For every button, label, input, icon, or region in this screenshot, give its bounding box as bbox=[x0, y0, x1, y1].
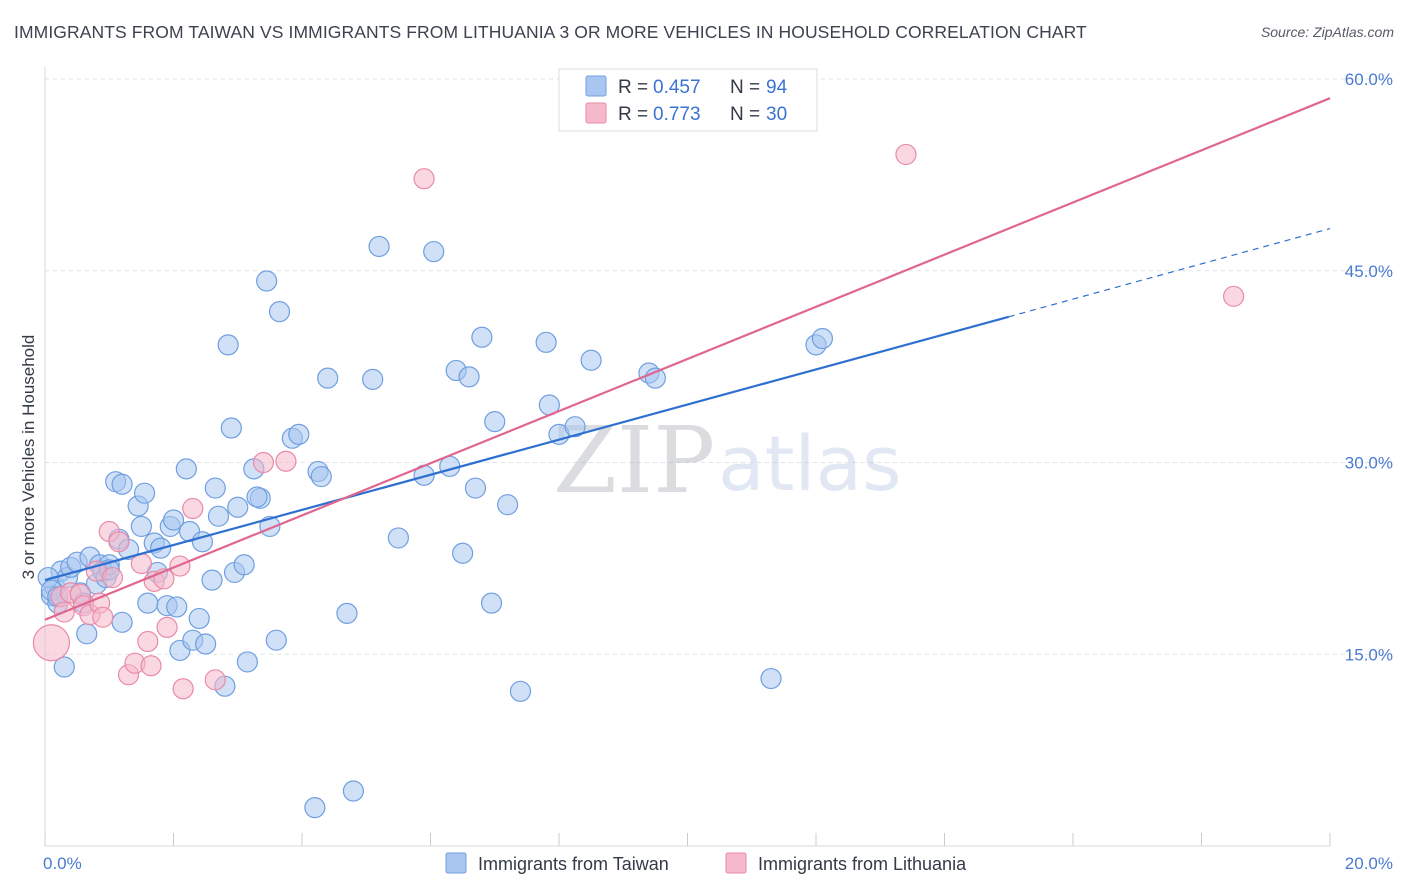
taiwan-point bbox=[236, 651, 258, 673]
taiwan-point bbox=[484, 410, 506, 433]
taiwan-point bbox=[317, 367, 339, 389]
legend-n-label-lithuania: N = bbox=[730, 104, 760, 125]
bottom-legend-label-lithuania: Immigrants from Lithuania bbox=[758, 854, 967, 874]
taiwan-point bbox=[368, 235, 390, 258]
taiwan-point bbox=[166, 596, 188, 618]
taiwan-point bbox=[564, 416, 586, 438]
taiwan-point bbox=[452, 542, 474, 564]
y-tick-label: 60.0% bbox=[1345, 70, 1393, 89]
taiwan-point bbox=[137, 592, 159, 614]
bottom-legend-swatch-taiwan bbox=[445, 852, 467, 874]
taiwan-point bbox=[423, 240, 445, 263]
y-tick-label: 30.0% bbox=[1345, 454, 1393, 473]
legend-r-value-taiwan: 0.457 bbox=[653, 77, 701, 98]
y-tick-label: 45.0% bbox=[1345, 262, 1393, 281]
taiwan-point bbox=[497, 494, 519, 516]
taiwan-point bbox=[265, 629, 287, 651]
taiwan-point bbox=[458, 366, 480, 388]
taiwan-point bbox=[336, 602, 358, 624]
taiwan-points bbox=[37, 235, 834, 819]
bottom-legend-swatch-lithuania bbox=[725, 852, 747, 874]
legend-n-value-taiwan: 94 bbox=[766, 77, 788, 98]
taiwan-point bbox=[76, 623, 98, 645]
y-tick-label: 15.0% bbox=[1345, 645, 1393, 664]
taiwan-trend-line bbox=[44, 315, 1010, 582]
taiwan-point bbox=[811, 327, 834, 350]
taiwan-point bbox=[195, 633, 217, 655]
taiwan-point bbox=[227, 496, 249, 518]
taiwan-point bbox=[480, 592, 503, 614]
legend-swatch-taiwan bbox=[585, 75, 607, 97]
taiwan-point bbox=[220, 417, 242, 439]
bottom-legend: Immigrants from Taiwan Immigrants from L… bbox=[445, 852, 967, 874]
taiwan-point bbox=[471, 326, 493, 348]
taiwan-point bbox=[130, 515, 152, 538]
taiwan-point bbox=[233, 554, 255, 576]
taiwan-point bbox=[580, 349, 602, 371]
taiwan-point bbox=[310, 465, 332, 488]
taiwan-point bbox=[256, 270, 278, 292]
legend-r-label-taiwan: R = bbox=[618, 77, 648, 98]
x-ticks bbox=[44, 833, 1331, 846]
taiwan-point bbox=[111, 611, 133, 633]
y-tick-labels: 15.0% 30.0% 45.0% 60.0% bbox=[1345, 70, 1393, 664]
lithuania-point bbox=[32, 624, 71, 662]
lithuania-points bbox=[32, 143, 1245, 700]
legend-n-label-taiwan: N = bbox=[730, 77, 760, 98]
taiwan-point bbox=[188, 607, 210, 630]
lithuania-point bbox=[108, 531, 130, 553]
taiwan-point bbox=[111, 473, 133, 495]
taiwan-point bbox=[288, 423, 310, 445]
lithuania-point bbox=[156, 616, 178, 639]
taiwan-point bbox=[342, 780, 364, 802]
lithuania-point bbox=[101, 566, 124, 589]
taiwan-point bbox=[760, 667, 782, 690]
lithuania-point bbox=[204, 669, 226, 691]
legend-swatch-lithuania bbox=[585, 102, 607, 124]
taiwan-point bbox=[246, 486, 268, 508]
taiwan-point bbox=[362, 368, 384, 391]
watermark: ZIP atlas bbox=[553, 407, 902, 514]
watermark-atlas: atlas bbox=[718, 419, 902, 508]
x-tick-label-max: 20.0% bbox=[1345, 854, 1393, 873]
lithuania-point bbox=[137, 630, 159, 653]
x-tick-label-min: 0.0% bbox=[43, 854, 82, 873]
taiwan-point bbox=[304, 797, 326, 819]
lithuania-point bbox=[182, 497, 204, 520]
taiwan-point bbox=[207, 505, 230, 527]
lithuania-point bbox=[140, 655, 162, 677]
taiwan-point bbox=[387, 527, 409, 549]
legend: R = 0.457 N = 94 R = 0.773 N = 30 bbox=[558, 68, 818, 132]
legend-r-value-lithuania: 0.773 bbox=[653, 104, 701, 125]
taiwan-point bbox=[464, 477, 487, 499]
taiwan-point bbox=[175, 458, 197, 480]
taiwan-point bbox=[217, 334, 239, 356]
taiwan-point bbox=[268, 301, 291, 323]
y-axis-title: 3 or more Vehicles in Household bbox=[19, 335, 38, 580]
lithuania-point bbox=[413, 168, 435, 190]
taiwan-point bbox=[535, 331, 557, 353]
taiwan-point bbox=[133, 482, 156, 504]
lithuania-point bbox=[172, 678, 194, 700]
lithuania-point bbox=[275, 450, 297, 472]
taiwan-point bbox=[162, 509, 185, 531]
lithuania-point bbox=[252, 451, 275, 474]
legend-r-label-lithuania: R = bbox=[618, 104, 648, 125]
lithuania-point bbox=[92, 606, 114, 628]
chart-title: IMMIGRANTS FROM TAIWAN VS IMMIGRANTS FRO… bbox=[14, 22, 1087, 42]
lithuania-trend-line bbox=[44, 97, 1331, 621]
taiwan-point bbox=[201, 569, 223, 591]
bottom-legend-label-taiwan: Immigrants from Taiwan bbox=[478, 854, 669, 874]
legend-n-value-lithuania: 30 bbox=[766, 104, 787, 125]
taiwan-point bbox=[204, 477, 226, 499]
source-label: Source: ZipAtlas.com bbox=[1260, 24, 1394, 40]
lithuania-point bbox=[1223, 285, 1245, 307]
taiwan-point bbox=[53, 656, 75, 678]
trend-lines bbox=[44, 97, 1331, 621]
taiwan-trend-extension bbox=[1008, 227, 1331, 318]
taiwan-point bbox=[509, 680, 532, 702]
lithuania-point bbox=[895, 143, 917, 166]
